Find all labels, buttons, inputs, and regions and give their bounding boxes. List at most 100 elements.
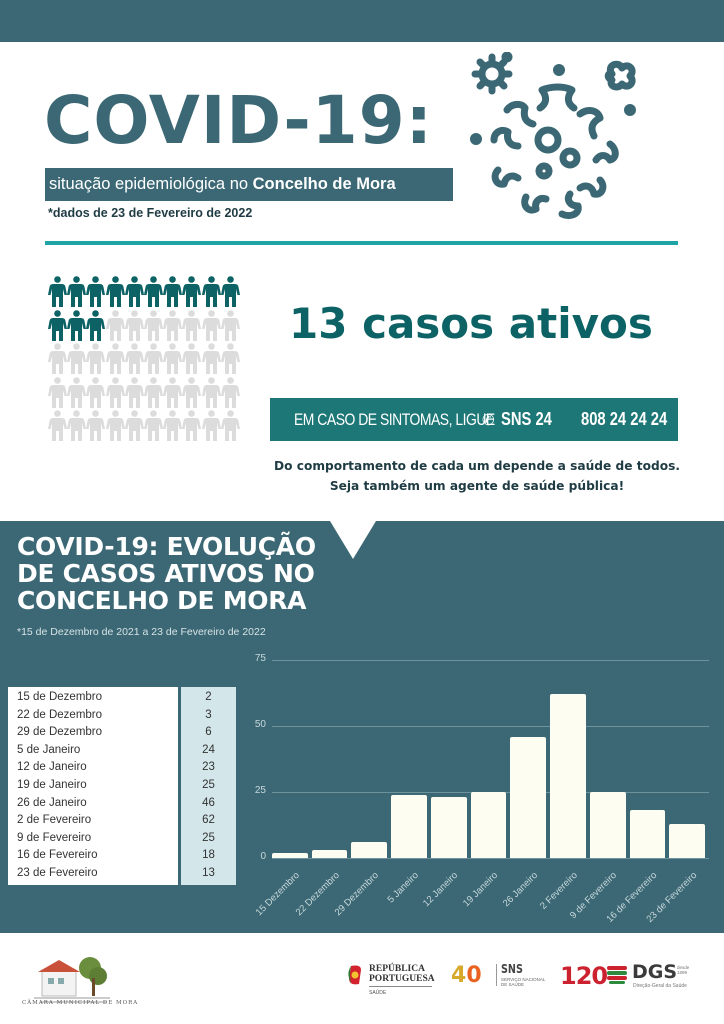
table-date-column — [8, 687, 178, 885]
row-value: 23 — [202, 761, 215, 774]
row-date: 19 de Janeiro — [17, 779, 87, 791]
bar — [629, 810, 666, 858]
person-icon — [67, 376, 87, 408]
row-value: 13 — [202, 867, 215, 879]
phone-icon: ✆ — [482, 411, 495, 429]
sns-banner-text: EM CASO DE SINTOMAS, LIGUE — [294, 409, 495, 429]
person-icon — [105, 343, 125, 374]
bar — [589, 792, 626, 858]
sns-sub-2: DE SAÚDE — [501, 982, 525, 987]
row-value: 6 — [205, 726, 212, 739]
y-tick-label: 50 — [254, 719, 266, 730]
sns-logo-text: SNS — [501, 962, 523, 976]
bar — [669, 823, 705, 858]
person-icon — [182, 309, 202, 341]
person-icon — [220, 309, 240, 341]
municipality-name: CÂMARA MUNICIPAL DE MORA — [22, 1000, 139, 1006]
bar — [470, 792, 507, 858]
row-date: 29 de Dezembro — [17, 726, 103, 739]
dgs-emblem-icon — [607, 966, 627, 984]
person-icon — [86, 343, 106, 374]
person-icon — [220, 343, 240, 374]
dgs-subtitle: Direção-Geral da Saúde — [633, 983, 687, 989]
row-value: 25 — [202, 831, 215, 844]
person-icon — [220, 376, 240, 408]
person-icon — [143, 309, 163, 341]
row-value: 25 — [202, 779, 215, 791]
person-icon — [201, 343, 221, 374]
row-date: 15 de Dezembro — [17, 691, 103, 703]
table-row: 12 de Janeiro 23 — [8, 759, 236, 777]
sns-sub-1: SERVIÇO NACIONAL — [501, 977, 546, 982]
top-banner — [0, 0, 724, 42]
row-date: 23 de Fevereiro — [17, 867, 98, 879]
rp-saude-label: SAÚDE — [369, 990, 387, 996]
person-icon — [143, 376, 163, 408]
table-row: 5 de Janeiro 24 — [8, 742, 236, 760]
person-icon — [67, 309, 87, 341]
municipality-logo — [34, 957, 110, 1003]
subtitle-regular: situação epidemiológica no — [49, 175, 253, 193]
person-icon — [86, 410, 106, 441]
table-row: 26 de Janeiro 46 — [8, 795, 236, 813]
page-subtitle: situação epidemiológica no Concelho de M… — [45, 168, 453, 201]
data-date-note: *dados de 23 de Fevereiro de 2022 — [48, 206, 253, 220]
person-icon — [182, 343, 202, 374]
bar — [430, 797, 467, 858]
person-icon — [124, 410, 144, 441]
sns-phone-number: 808 24 24 24 — [580, 409, 667, 429]
person-icon — [48, 410, 67, 441]
row-value: 62 — [202, 814, 215, 827]
person-icon — [86, 276, 106, 307]
row-date: 12 de Janeiro — [17, 761, 87, 774]
person-icon — [86, 309, 106, 341]
gridline — [272, 660, 709, 661]
person-icon — [124, 376, 144, 408]
person-icon — [163, 276, 183, 307]
person-icon — [143, 343, 163, 374]
row-date: 22 de Dezembro — [17, 708, 103, 721]
table-row: 29 de Dezembro 6 — [8, 724, 236, 742]
table-row: 22 de Dezembro 3 — [8, 707, 236, 725]
table-row: 19 de Janeiro 25 — [8, 777, 236, 795]
row-value: 3 — [205, 708, 212, 721]
person-icon — [182, 276, 202, 307]
slogan-line-1: Do comportamento de cada um depende a sa… — [274, 459, 680, 473]
bar — [510, 736, 547, 858]
person-icon — [143, 276, 163, 307]
person-icon — [163, 410, 183, 441]
sns24-banner: EM CASO DE SINTOMAS, LIGUE ✆ SNS 24 808 … — [270, 398, 678, 441]
bar — [272, 852, 308, 858]
virus-icon — [470, 52, 636, 220]
chart-title: COVID-19: EVOLUÇÃO DE CASOS ATIVOS NO CO… — [17, 532, 316, 615]
rp-line-1: REPÚBLICA — [369, 964, 425, 974]
person-icon — [201, 309, 221, 341]
dgs-logo-text: DGS — [632, 961, 678, 983]
dgs-since-2: 1899 — [677, 970, 688, 975]
chart-date-range: *15 de Dezembro de 2021 a 23 de Fevereir… — [17, 626, 266, 638]
active-cases-count: 13 casos ativos — [289, 299, 653, 348]
person-icon — [124, 309, 144, 341]
table-value-column — [181, 687, 236, 885]
slogan-line-2: Seja também um agente de saúde pública! — [329, 479, 625, 493]
person-icon — [220, 276, 240, 307]
dgs-since: desde 1899 — [677, 965, 689, 975]
person-icon — [163, 309, 183, 341]
person-icon — [105, 376, 125, 408]
rp-underline — [369, 986, 432, 987]
rp-line-2: PORTUGUESA — [369, 974, 435, 984]
portugal-emblem-icon — [348, 965, 361, 985]
person-icon — [86, 376, 106, 408]
row-date: 26 de Janeiro — [17, 796, 87, 809]
row-value: 46 — [202, 796, 215, 809]
sns-40-years-logo: 40 — [451, 963, 482, 988]
person-icon — [182, 410, 202, 441]
person-icon — [105, 276, 125, 307]
bar — [391, 794, 427, 858]
subtitle-bold: Concelho de Mora — [252, 175, 396, 193]
sns-service-label: SNS 24 — [500, 409, 552, 429]
row-value: 2 — [205, 691, 212, 703]
person-icon — [201, 376, 221, 408]
table-row: 16 de Fevereiro 18 — [8, 847, 236, 865]
bar-chart: 0 25 50 75 — [255, 653, 709, 862]
